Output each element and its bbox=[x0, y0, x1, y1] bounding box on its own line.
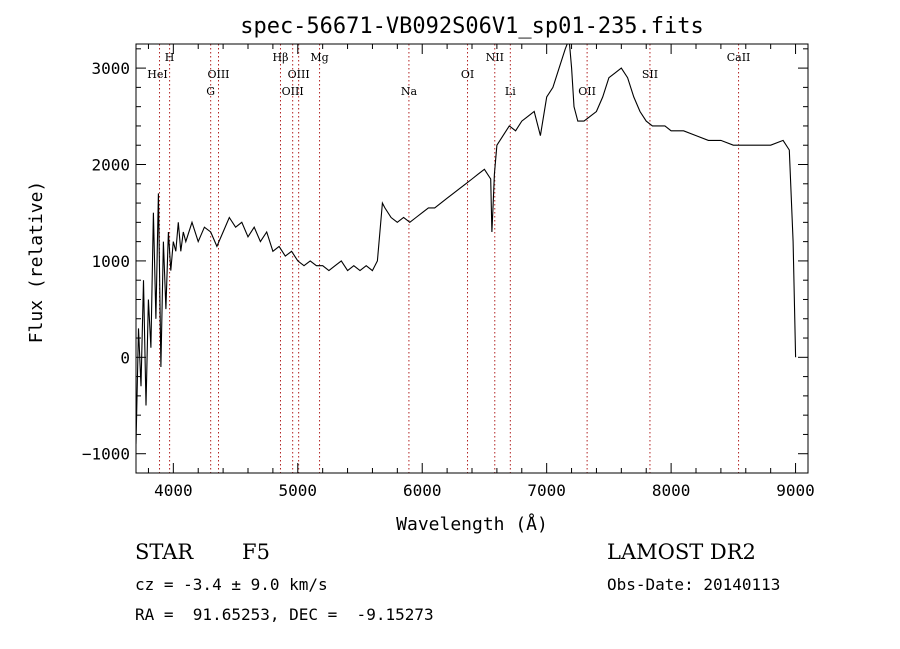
spectral-line-label: Na bbox=[401, 85, 418, 98]
y-tick-label: −1000 bbox=[82, 445, 130, 464]
redshift-label: cz = -3.4 ± 9.0 km/s bbox=[135, 575, 328, 594]
spectral-line-label: OII bbox=[578, 85, 596, 98]
spectral-line-label: HeI bbox=[147, 68, 167, 81]
survey-label: LAMOST DR2 bbox=[607, 540, 756, 564]
y-tick-label: 0 bbox=[120, 348, 130, 367]
spectral-line-label: OI bbox=[461, 68, 474, 81]
coords-label: RA = 91.65253, DEC = -9.15273 bbox=[135, 605, 434, 624]
class-label: STAR bbox=[135, 540, 194, 564]
y-tick-label: 2000 bbox=[91, 156, 130, 175]
y-tick-label: 3000 bbox=[91, 59, 130, 78]
spectral-line-label: OIII bbox=[282, 85, 304, 98]
spectral-line-label: Hβ bbox=[273, 51, 289, 64]
x-tick-label: 5000 bbox=[279, 481, 318, 500]
y-axis-label: Flux (relative) bbox=[26, 181, 47, 344]
spectral-line-label: CaII bbox=[727, 51, 751, 64]
spectral-line-label: SII bbox=[642, 68, 658, 81]
x-axis-label: Wavelength (Å) bbox=[396, 513, 548, 535]
spectral-line-label: H bbox=[165, 51, 175, 64]
spectral-line-label: NII bbox=[486, 51, 504, 64]
plot-frame bbox=[135, 43, 809, 474]
spectral-line-label: OIII bbox=[207, 68, 229, 81]
obs-date-label: Obs-Date: 20140113 bbox=[607, 575, 781, 594]
y-tick-label: 1000 bbox=[91, 252, 130, 271]
subclass-label: F5 bbox=[242, 540, 270, 564]
spectral-line-label: OIII bbox=[288, 68, 310, 81]
chart-title: spec-56671-VB092S06V1_sp01-235.fits bbox=[240, 14, 704, 39]
x-tick-label: 6000 bbox=[403, 481, 442, 500]
spectral-line-label: Mg bbox=[310, 51, 328, 64]
x-tick-label: 4000 bbox=[154, 481, 193, 500]
spectral-line-label: Li bbox=[505, 85, 516, 98]
x-tick-label: 7000 bbox=[527, 481, 566, 500]
spectral-line-label: G bbox=[206, 85, 215, 98]
x-tick-label: 8000 bbox=[652, 481, 691, 500]
x-tick-label: 9000 bbox=[776, 481, 815, 500]
spectrum-series-line bbox=[136, 44, 797, 445]
y-axis-label-group: Flux (relative) bbox=[26, 181, 47, 344]
